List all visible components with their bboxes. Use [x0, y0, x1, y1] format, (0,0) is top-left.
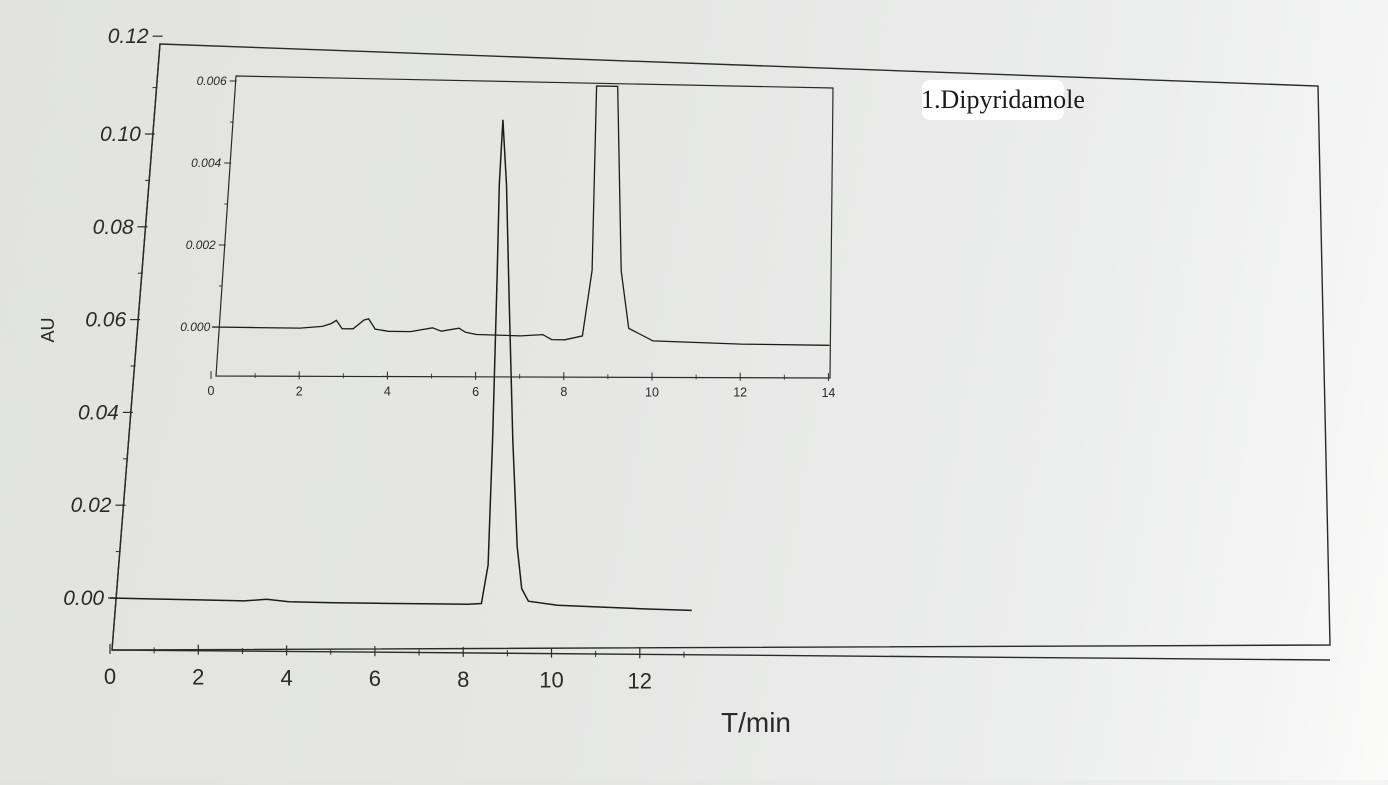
main-y-tick-label: 0.10	[100, 123, 141, 146]
main-y-tick-label: 0.04	[78, 401, 119, 424]
inset-series-line	[212, 86, 829, 345]
main-y-tick-label: 0.12	[108, 25, 149, 48]
inset-y-tick-label: 0.002	[186, 238, 216, 252]
inset-x-tick-label: 8	[560, 385, 567, 399]
main-x-tick-label: 8	[457, 667, 469, 692]
main-x-tick-label: 6	[369, 666, 381, 691]
main-x-tick-label: 0	[104, 664, 116, 689]
main-x-tick-label: 12	[628, 668, 652, 693]
peak-annotation-dipyridamole: 1.Dipyridamole	[921, 85, 1085, 114]
main-x-tick-label: 4	[280, 665, 292, 690]
inset-y-tick-label: 0.004	[191, 156, 221, 170]
inset-x-tick-label: 6	[472, 385, 479, 399]
inset-x-tick-label: 0	[208, 384, 215, 398]
main-series-line	[110, 120, 692, 611]
inset-x-tick-label: 12	[733, 386, 747, 400]
inset-x-tick-label: 14	[821, 386, 835, 400]
main-y-tick-label: 0.06	[85, 309, 126, 332]
main-x-tick-label: 10	[539, 668, 563, 693]
main-y-axis-title: AU	[38, 317, 58, 342]
main-axes: 0.00 0.02 0.04 0.06 0.08 0.10 0.12 0 2 4 6 8 10 12	[63, 25, 1330, 693]
inset-x-tick-label: 2	[296, 384, 303, 398]
inset-y-tick-label: 0.006	[197, 74, 227, 88]
main-x-axis-title: T/min	[721, 707, 791, 738]
main-x-tick-label: 2	[192, 665, 204, 690]
inset-x-tick-label: 4	[384, 385, 391, 399]
main-plot-frame	[112, 44, 1330, 650]
main-y-tick-label: 0.02	[71, 494, 112, 517]
main-y-tick-label: 0.08	[93, 216, 134, 239]
inset-x-tick-label: 10	[645, 385, 659, 399]
main-x-axis-line	[112, 650, 1330, 660]
inset-plot-frame	[216, 76, 833, 378]
main-y-tick-label: 0.00	[63, 587, 104, 610]
inset-y-tick-label: 0.000	[180, 320, 210, 334]
